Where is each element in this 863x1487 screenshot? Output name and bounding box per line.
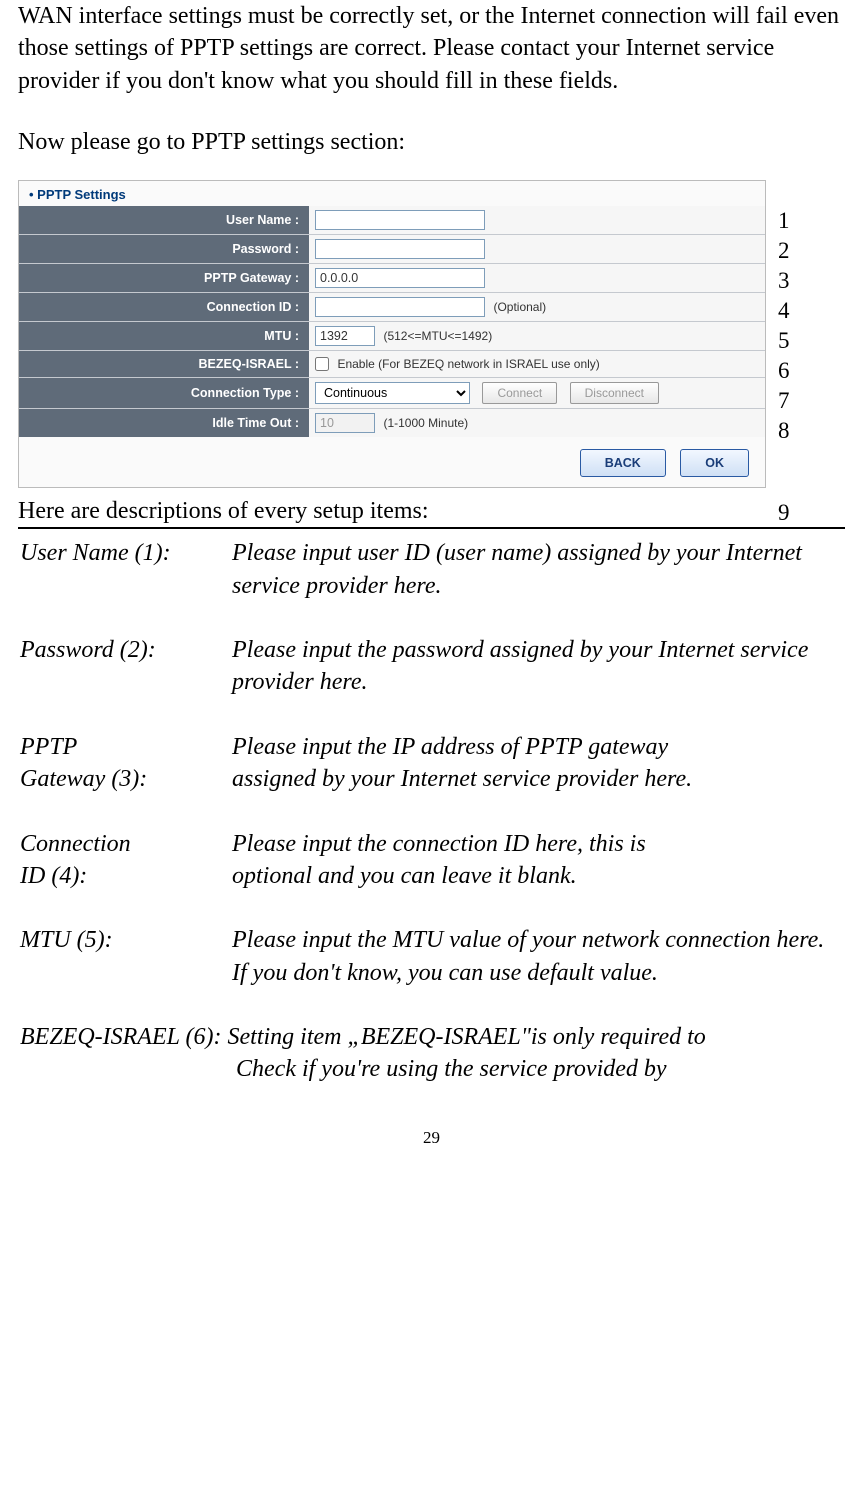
- mtu-hint: (512<=MTU<=1492): [383, 329, 492, 343]
- label-bezeq: BEZEQ-ISRAEL :: [19, 351, 309, 378]
- pptp-gateway-input[interactable]: [315, 268, 485, 288]
- label-pptp-gateway: PPTP Gateway :: [19, 264, 309, 293]
- annotation-1: 1: [778, 208, 790, 234]
- desc-val-bezeq-line1: Setting item „BEZEQ-ISRAEL"is only requi…: [228, 1024, 706, 1050]
- connect-button[interactable]: Connect: [482, 382, 557, 404]
- bezeq-checkbox[interactable]: [315, 357, 329, 371]
- pptp-settings-screenshot: • PPTP Settings User Name : Password : P…: [18, 180, 845, 488]
- label-idle-timeout: Idle Time Out :: [19, 409, 309, 438]
- bezeq-hint: Enable (For BEZEQ network in ISRAEL use …: [337, 357, 599, 371]
- idle-timeout-hint: (1-1000 Minute): [383, 416, 468, 430]
- annotation-4: 4: [778, 298, 790, 324]
- disconnect-button[interactable]: Disconnect: [570, 382, 659, 404]
- annotation-9: 9: [778, 500, 790, 526]
- desc-key-mtu: MTU (5):: [20, 924, 230, 1019]
- desc-val-connid: Please input the connection ID here, thi…: [232, 828, 843, 923]
- desc-key-connid: ConnectionID (4):: [20, 828, 230, 923]
- annotation-3: 3: [778, 268, 790, 294]
- connection-id-hint: (Optional): [493, 300, 546, 314]
- desc-key-password: Password (2):: [20, 634, 230, 729]
- label-connection-id: Connection ID :: [19, 293, 309, 322]
- idle-timeout-input: [315, 413, 375, 433]
- desc-val-gateway: Please input the IP address of PPTP gate…: [232, 731, 843, 826]
- desc-key-username: User Name (1):: [20, 537, 230, 632]
- annotation-7: 7: [778, 388, 790, 414]
- ok-button[interactable]: OK: [680, 449, 749, 477]
- connection-id-input[interactable]: [315, 297, 485, 317]
- annotation-2: 2: [778, 238, 790, 264]
- descriptions-table: User Name (1): Please input user ID (use…: [18, 535, 845, 1088]
- intro-paragraph: WAN interface settings must be correctly…: [18, 0, 845, 97]
- panel-title: • PPTP Settings: [19, 181, 765, 206]
- desc-val-username: Please input user ID (user name) assigne…: [232, 537, 843, 632]
- annotation-6: 6: [778, 358, 790, 384]
- annotation-5: 5: [778, 328, 790, 354]
- back-button[interactable]: BACK: [580, 449, 666, 477]
- desc-val-mtu: Please input the MTU value of your netwo…: [232, 924, 843, 1019]
- desc-val-password: Please input the password assigned by yo…: [232, 634, 843, 729]
- connection-type-select[interactable]: Continuous: [315, 382, 470, 404]
- label-password: Password :: [19, 235, 309, 264]
- desc-val-bezeq-line2: Check if you're using the service provid…: [236, 1056, 667, 1082]
- page-number: 29: [18, 1128, 845, 1148]
- username-input[interactable]: [315, 210, 485, 230]
- desc-key-bezeq: BEZEQ-ISRAEL (6):: [20, 1024, 222, 1050]
- label-connection-type: Connection Type :: [19, 378, 309, 409]
- password-input[interactable]: [315, 239, 485, 259]
- label-mtu: MTU :: [19, 322, 309, 351]
- desc-key-gateway: PPTPGateway (3):: [20, 731, 230, 826]
- mtu-input[interactable]: [315, 326, 375, 346]
- descriptions-heading: Here are descriptions of every setup ite…: [18, 498, 845, 529]
- lead-paragraph: Now please go to PPTP settings section:: [18, 129, 845, 156]
- annotation-8: 8: [778, 418, 790, 444]
- label-username: User Name :: [19, 206, 309, 235]
